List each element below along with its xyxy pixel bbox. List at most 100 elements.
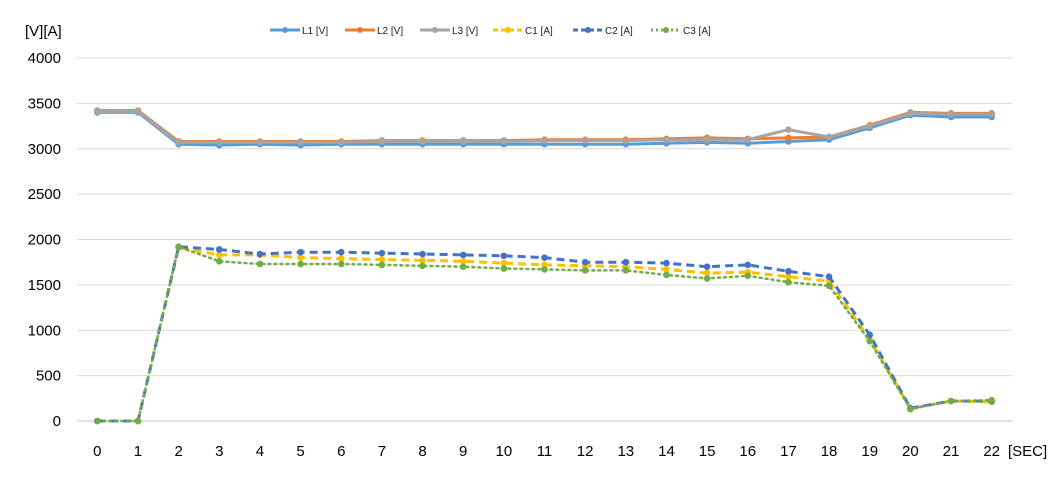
x-tick-label: 13 — [617, 443, 634, 460]
data-point — [215, 257, 223, 265]
x-tick-label: 15 — [699, 443, 716, 460]
y-tick-label: 2500 — [28, 186, 61, 203]
data-point — [785, 126, 792, 133]
data-point — [622, 258, 630, 266]
data-point — [825, 273, 833, 281]
x-tick-label: 10 — [496, 443, 513, 460]
data-point — [500, 265, 508, 272]
y-tick-label: 4000 — [28, 50, 61, 67]
data-point — [866, 122, 874, 130]
data-point — [622, 267, 630, 274]
legend-marker — [432, 27, 438, 33]
data-point — [215, 251, 223, 259]
data-point — [134, 417, 142, 425]
data-point — [825, 133, 833, 141]
legend-entry: L1 [V] — [270, 26, 328, 37]
data-point — [785, 267, 792, 275]
y-tick-label: 1000 — [28, 322, 61, 339]
legend-marker — [505, 27, 511, 33]
series-line — [96, 245, 993, 423]
y-tick-label: 2000 — [28, 232, 61, 249]
data-point — [94, 417, 101, 425]
data-point — [297, 254, 304, 261]
data-point — [866, 331, 874, 339]
data-point — [337, 260, 345, 268]
legend-entry: C1 [A] — [493, 26, 553, 37]
legend-marker — [585, 27, 591, 33]
data-point — [988, 110, 995, 118]
y-tick-label: 500 — [36, 368, 61, 385]
data-point — [256, 139, 264, 146]
x-tick-label: 19 — [861, 443, 878, 460]
data-point — [378, 261, 386, 269]
data-point — [500, 259, 508, 267]
x-tick-label: 12 — [577, 443, 594, 460]
data-point — [500, 252, 508, 260]
x-tick-label: 9 — [459, 443, 467, 460]
data-point — [866, 337, 874, 345]
data-point — [459, 263, 467, 271]
data-point — [297, 139, 304, 146]
x-tick-label: 14 — [658, 443, 675, 460]
legend-label: L3 [V] — [452, 26, 478, 37]
y-tick-label: 0 — [53, 413, 61, 430]
legend-label: L2 [V] — [377, 26, 403, 37]
data-point — [744, 272, 752, 280]
series-3 — [94, 108, 995, 146]
x-tick-label: 22 — [983, 443, 1000, 460]
data-point — [988, 396, 995, 404]
legend-marker — [663, 27, 669, 33]
data-point — [703, 263, 711, 271]
y-tick-label: 3000 — [28, 141, 61, 158]
data-point — [256, 250, 264, 258]
data-point — [337, 139, 345, 146]
data-point — [663, 271, 670, 279]
y-tick-label: 1500 — [28, 277, 61, 294]
series-lines — [94, 107, 995, 425]
data-point — [459, 138, 467, 145]
series-line — [97, 245, 992, 423]
legend-entry: L2 [V] — [345, 26, 403, 37]
data-point — [94, 108, 101, 115]
data-point — [175, 243, 182, 251]
series-line — [97, 246, 992, 423]
data-point — [337, 255, 345, 262]
x-tick-label: 1 — [134, 443, 142, 460]
data-point — [419, 262, 426, 270]
data-point — [744, 261, 752, 269]
y-tick-label: 3500 — [28, 95, 61, 112]
x-tick-label: 0 — [93, 443, 101, 460]
data-point — [785, 273, 792, 281]
data-point — [581, 258, 589, 266]
x-tick-label: 17 — [780, 443, 797, 460]
x-tick-label: 16 — [739, 443, 756, 460]
legend-label: C1 [A] — [525, 26, 553, 37]
legend-label: C3 [A] — [683, 26, 711, 37]
x-tick-label: 6 — [337, 443, 345, 460]
data-point — [703, 275, 711, 282]
data-point — [378, 249, 386, 257]
data-point — [785, 278, 792, 286]
data-point — [541, 266, 548, 273]
data-point — [703, 136, 711, 143]
x-tick-label: 2 — [174, 443, 182, 460]
x-tick-label: 7 — [378, 443, 386, 460]
data-point — [907, 110, 914, 117]
data-point — [541, 137, 548, 144]
x-tick-label: 20 — [902, 443, 919, 460]
data-point — [419, 138, 426, 145]
data-point — [419, 250, 426, 258]
data-point — [215, 139, 223, 146]
data-point — [703, 269, 711, 277]
x-tick-label: 4 — [256, 443, 264, 460]
data-point — [541, 254, 548, 261]
data-point — [541, 261, 548, 269]
y-axis-title: [V][A] — [25, 23, 62, 40]
data-point — [663, 266, 670, 273]
legend: L1 [V] L2 [V] L3 [V] C1 [A] C2 [A] C3 [A] — [270, 26, 711, 37]
data-point — [459, 251, 467, 259]
data-point — [378, 256, 386, 263]
